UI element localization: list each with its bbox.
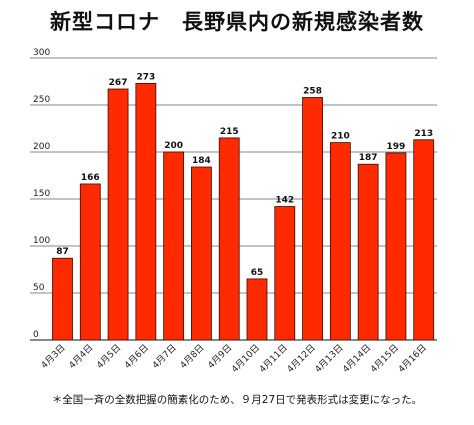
- y-tick-label: 200: [33, 142, 50, 152]
- x-axis-ticks: 4月3日 4月4日 4月5日 4月6日 4月7日 4月8日 4月9日4月10日4月11日4月…: [39, 342, 429, 375]
- bar-4月11日: [274, 206, 296, 341]
- y-tick-label: 300: [33, 48, 50, 58]
- bars: [52, 82, 435, 341]
- data-label: 258: [303, 86, 322, 96]
- bar-4月12日: [302, 97, 323, 341]
- y-axis-ticks: 0 50 100 150 200 250 300: [33, 48, 50, 340]
- y-tick-label: 100: [33, 236, 50, 246]
- data-label: 166: [81, 173, 100, 183]
- x-tick-label: 4月12日: [285, 342, 318, 375]
- y-tick-label: 50: [33, 283, 45, 293]
- data-label: 213: [414, 129, 433, 139]
- x-tick-label: 4月16日: [396, 342, 429, 375]
- data-labels: 87 166 267 273 200 184 215 65 142 258 210 187 199 213: [56, 72, 433, 278]
- data-label: 215: [220, 127, 239, 137]
- data-label: 184: [192, 156, 211, 166]
- data-label: 273: [136, 72, 155, 82]
- data-label: 200: [164, 141, 183, 151]
- footnote: ＊全国一斉の全数把握の簡素化のため、９月27日で発表形式は変更になった。: [51, 394, 423, 406]
- y-tick-label: 0: [33, 330, 39, 340]
- y-tick-label: 250: [33, 95, 50, 105]
- x-tick-label: 4月9日: [206, 342, 235, 371]
- data-label: 187: [359, 153, 378, 163]
- bar-4月8日: [191, 166, 212, 341]
- bar-4月15日: [385, 152, 407, 341]
- x-tick-label: 4月15日: [368, 342, 401, 375]
- bar-4月5日: [107, 88, 129, 341]
- data-label: 87: [56, 247, 69, 257]
- data-label: 65: [251, 268, 264, 278]
- bar-4月16日: [413, 139, 435, 341]
- bar-4月14日: [357, 163, 379, 341]
- bar-4月4日: [79, 183, 101, 341]
- bar-4月9日: [218, 137, 240, 341]
- bar-4月10日: [246, 278, 268, 341]
- y-tick-label: 150: [33, 189, 50, 199]
- x-tick-label: 4月5日: [95, 342, 124, 371]
- data-label: 267: [109, 78, 128, 88]
- x-tick-label: 4月14日: [341, 342, 374, 375]
- data-label: 199: [387, 142, 406, 152]
- x-tick-label: 4月4日: [67, 342, 96, 371]
- bar-4月13日: [329, 142, 351, 341]
- data-label: 210: [331, 132, 350, 142]
- x-tick-label: 4月10日: [229, 342, 262, 375]
- bar-4月3日: [52, 257, 73, 341]
- x-tick-label: 4月8日: [178, 342, 207, 371]
- x-tick-label: 4月3日: [39, 342, 68, 371]
- bar-4月6日: [135, 82, 157, 341]
- chart-title: 新型コロナ 長野県内の新規感染者数: [50, 10, 424, 34]
- bar-4月7日: [163, 151, 185, 341]
- x-tick-label: 4月6日: [122, 342, 151, 371]
- x-tick-label: 4月13日: [313, 342, 346, 375]
- x-tick-label: 4月11日: [257, 342, 290, 375]
- data-label: 142: [275, 196, 294, 206]
- x-tick-label: 4月7日: [150, 342, 179, 371]
